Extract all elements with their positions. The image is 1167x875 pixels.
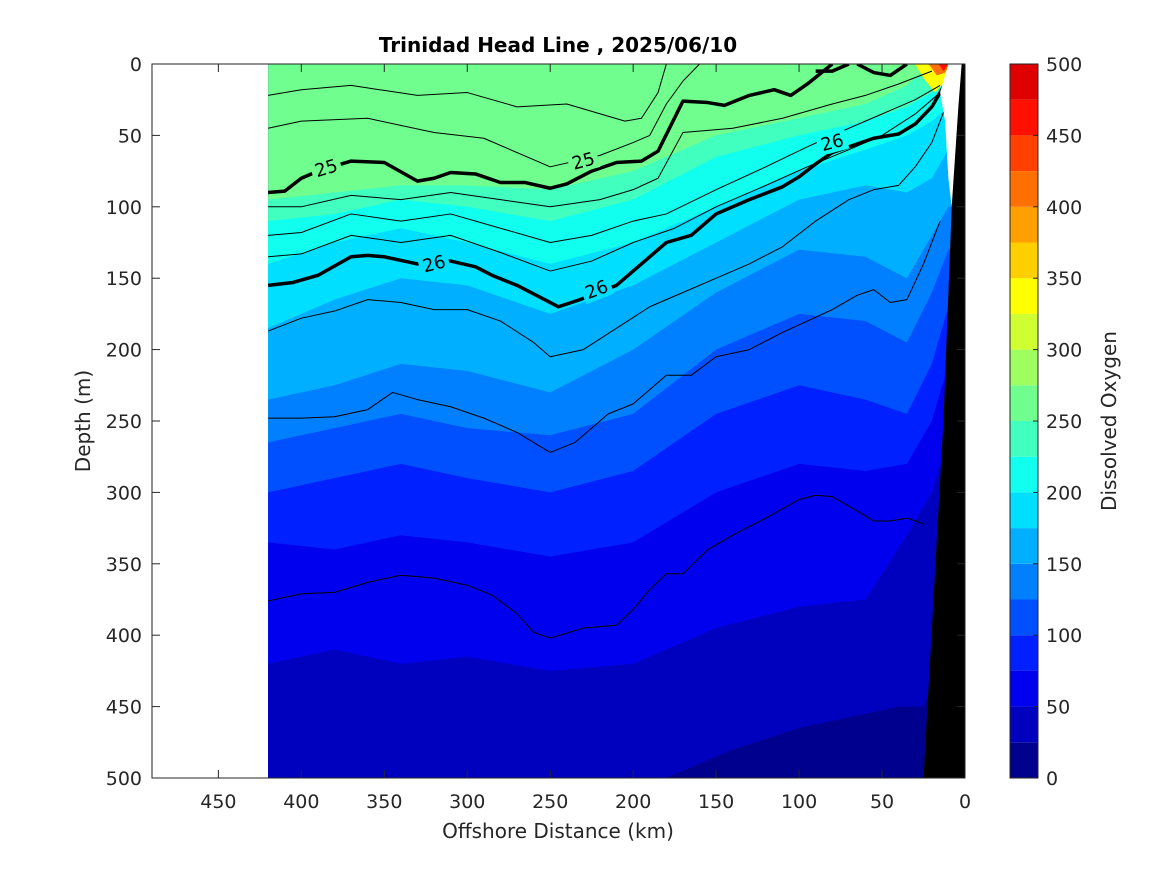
colorbar-tick-label: 250 (1046, 411, 1082, 433)
colorbar-tick-label: 300 (1046, 340, 1082, 362)
density-contour (268, 84, 941, 243)
density-contour (815, 64, 850, 73)
x-axis-label: Offshore Distance (km) (442, 819, 674, 843)
oxygen-band (268, 435, 965, 778)
colorbar-swatch (1010, 670, 1038, 707)
colorbar-swatch (1010, 385, 1038, 421)
colorbar-tick-label: 350 (1046, 268, 1082, 290)
y-tick-label: 0 (130, 54, 142, 76)
colorbar-swatch (1010, 492, 1038, 529)
colorbar-tick-label: 450 (1046, 125, 1082, 147)
x-tick-label: 250 (532, 791, 568, 813)
colorbar: 0 50 100 150 200 250 300 350 400 450 500 (1009, 54, 1082, 790)
seafloor-bathymetry (923, 64, 965, 778)
y-tick-label: 300 (106, 482, 142, 504)
colorbar-swatch (1010, 742, 1038, 778)
density-contour (267, 77, 950, 309)
colorbar-label: Dissolved Oxygen (1097, 331, 1121, 511)
x-tick-label: 0 (959, 791, 971, 813)
y-tick-label: 200 (106, 340, 142, 362)
colorbar-swatch (1010, 135, 1038, 172)
colorbar-tick-label: 100 (1046, 625, 1082, 647)
colorbar-swatch (1010, 706, 1038, 743)
y-axis-label: Depth (m) (71, 370, 95, 472)
y-tick-label: 150 (106, 268, 142, 290)
density-contour (267, 64, 834, 195)
contour-label-bg (416, 248, 452, 278)
colorbar-swatch (1010, 456, 1038, 493)
colorbar-swatch (1010, 528, 1038, 564)
colorbar-swatch (1010, 563, 1038, 600)
density-contour (268, 220, 941, 453)
density-contour (267, 99, 949, 358)
x-tick-label: 200 (615, 791, 651, 813)
colorbar-tick-label: 200 (1046, 482, 1082, 504)
colorbar-tick-label: 0 (1046, 768, 1058, 790)
colorbar-swatch (1010, 349, 1038, 386)
y-tick-label: 450 (106, 697, 142, 719)
density-contour (268, 64, 667, 122)
contour-label-bg (814, 127, 850, 157)
colorbar-tick-label: 150 (1046, 554, 1082, 576)
y-tick-label: 100 (106, 197, 142, 219)
colorbar-swatch (1010, 421, 1038, 457)
colorbar-swatch (1010, 64, 1038, 100)
x-tick-label: 400 (283, 791, 319, 813)
x-tick-label: 50 (870, 791, 894, 813)
y-tick-label: 50 (118, 125, 142, 147)
colorbar-swatch (1010, 171, 1038, 207)
x-tick-label: 150 (698, 791, 734, 813)
colorbar-swatch (1010, 206, 1038, 243)
x-tick-label: 300 (449, 791, 485, 813)
y-tick-label: 350 (106, 554, 142, 576)
colorbar-swatch (1010, 242, 1038, 279)
x-tick-label: 450 (200, 791, 236, 813)
density-contour (268, 70, 932, 208)
chart-title: Trinidad Head Line , 2025/06/10 (379, 33, 737, 57)
colorbar-swatch (1010, 278, 1038, 314)
colorbar-tick-label: 400 (1046, 197, 1082, 219)
x-tick-label: 100 (781, 791, 817, 813)
no-data-gap (940, 64, 965, 207)
colorbar-swatch (1010, 313, 1038, 350)
oxygen-maximum-patch (938, 64, 949, 72)
x-tick-label: 350 (366, 791, 402, 813)
density-contour (268, 494, 924, 639)
contour-label-bg (308, 152, 344, 183)
oxygen-band (268, 663, 965, 778)
y-tick-label: 250 (106, 411, 142, 433)
density-contour (856, 64, 908, 78)
colorbar-tick-label: 500 (1046, 54, 1082, 76)
colorbar-swatch (1010, 99, 1038, 136)
colorbar-swatch (1010, 635, 1038, 671)
density-contour (268, 92, 941, 272)
y-tick-label: 500 (106, 768, 142, 790)
y-tick-label: 400 (106, 625, 142, 647)
colorbar-tick-label: 50 (1046, 697, 1070, 719)
contour-label-bg (578, 272, 615, 305)
contour-label-bg (565, 145, 601, 175)
colorbar-swatch (1010, 599, 1038, 636)
